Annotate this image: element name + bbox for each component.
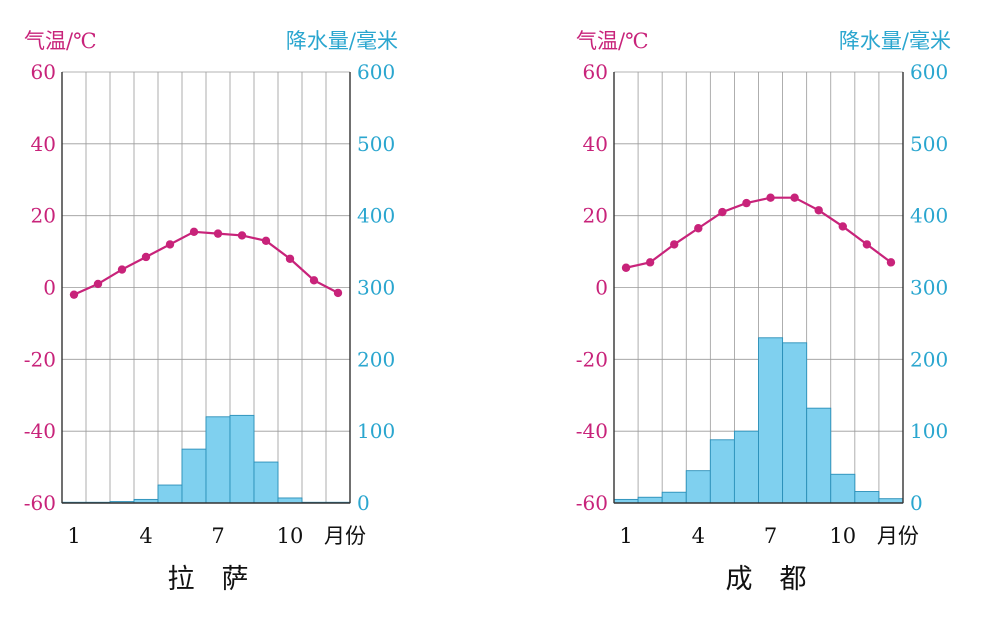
temperature-tick-label: 40 <box>583 132 608 156</box>
precipitation-tick-label: 600 <box>910 60 948 84</box>
precipitation-tick-label: 200 <box>910 347 948 371</box>
temperature-point <box>814 206 823 215</box>
precipitation-bar <box>229 414 255 504</box>
precipitation-tick-label: 100 <box>910 419 948 443</box>
x-tick-label: 4 <box>139 524 152 548</box>
precipitation-bar <box>181 448 207 504</box>
precipitation-bar <box>277 497 303 504</box>
precipitation-tick-label: 300 <box>357 276 395 300</box>
temperature-point <box>621 263 631 272</box>
temperature-point <box>117 265 127 274</box>
precipitation-bars <box>61 414 351 504</box>
temperature-tick-label: -40 <box>576 419 608 443</box>
precipitation-bar <box>806 407 832 504</box>
precipitation-bar <box>253 461 279 504</box>
precipitation-tick-label: 600 <box>357 60 395 84</box>
precipitation-tick-label: 400 <box>910 204 948 228</box>
temperature-points <box>621 193 896 272</box>
temperature-point <box>309 276 319 285</box>
temperature-tick-label: -20 <box>24 347 56 371</box>
precipitation-axis-title: 降水量/毫米 <box>286 29 398 53</box>
temperature-tick-label: 60 <box>583 60 608 84</box>
temperature-tick-label: 60 <box>31 60 56 84</box>
precipitation-tick-label: 400 <box>357 204 395 228</box>
x-tick-label: 10 <box>277 524 304 548</box>
temperature-tick-label: 20 <box>31 204 56 228</box>
temperature-point <box>93 279 103 289</box>
precipitation-bar <box>709 439 735 504</box>
temperature-point <box>165 240 175 249</box>
temperature-line <box>73 230 339 296</box>
temperature-point <box>766 193 775 202</box>
x-tick-label: 7 <box>764 524 777 548</box>
x-tick-label: 10 <box>829 524 856 548</box>
temperature-point <box>261 236 271 246</box>
temperature-point <box>886 258 896 267</box>
temperature-tick-label: -20 <box>576 347 608 371</box>
x-tick-label: 7 <box>211 524 224 548</box>
precipitation-tick-label: 0 <box>357 491 370 515</box>
temperature-tick-label: 0 <box>595 276 608 300</box>
x-axis-unit-label: 月份 <box>324 524 366 548</box>
precipitation-tick-label: 0 <box>910 491 923 515</box>
precipitation-bar <box>830 473 856 504</box>
temperature-line <box>625 196 892 269</box>
precipitation-tick-label: 100 <box>357 419 395 443</box>
temperature-point <box>141 252 151 262</box>
temperature-point <box>694 224 703 233</box>
precipitation-tick-label: 300 <box>910 276 948 300</box>
precipitation-tick-label: 500 <box>910 132 948 156</box>
temperature-tick-label: -40 <box>24 419 56 443</box>
temperature-tick-label: -60 <box>24 491 56 515</box>
temperature-point <box>742 198 751 208</box>
temperature-point <box>237 231 247 240</box>
x-tick-label: 1 <box>619 524 632 548</box>
precipitation-bars <box>613 337 904 504</box>
temperature-tick-label: 40 <box>31 132 56 156</box>
temperature-point <box>285 254 295 263</box>
temperature-point <box>213 229 223 238</box>
precipitation-bar <box>685 470 711 504</box>
temperature-point <box>838 222 847 231</box>
temperature-point <box>333 288 343 298</box>
temperature-tick-label: -60 <box>576 491 608 515</box>
x-tick-label: 4 <box>692 524 705 548</box>
chart-title: 拉 萨 <box>168 564 249 595</box>
temperature-tick-label: 20 <box>583 204 608 228</box>
precipitation-bar <box>157 484 183 504</box>
precipitation-bar <box>733 430 759 504</box>
x-axis-unit-label: 月份 <box>877 524 919 548</box>
temperature-point <box>645 258 655 267</box>
precipitation-tick-label: 500 <box>357 132 395 156</box>
chart-title: 成 都 <box>726 564 807 595</box>
temperature-point <box>790 193 799 202</box>
x-tick-label: 1 <box>67 524 80 548</box>
precipitation-bar <box>758 337 784 504</box>
temperature-point <box>862 240 872 249</box>
precipitation-bar <box>205 416 231 504</box>
temperature-point <box>670 240 679 249</box>
precipitation-bar <box>661 491 687 504</box>
temperature-axis-title: 气温/℃ <box>576 29 649 53</box>
temperature-axis-title: 气温/℃ <box>24 29 97 53</box>
temperature-point <box>69 290 79 299</box>
temperature-point <box>189 227 199 237</box>
temperature-tick-label: 0 <box>43 276 56 300</box>
temperature-point <box>718 207 727 217</box>
precipitation-bar <box>637 496 663 504</box>
temperature-points <box>69 227 343 299</box>
precipitation-bar <box>854 491 880 504</box>
precipitation-tick-label: 200 <box>357 347 395 371</box>
precipitation-axis-title: 降水量/毫米 <box>839 29 951 53</box>
precipitation-bar <box>782 342 808 504</box>
